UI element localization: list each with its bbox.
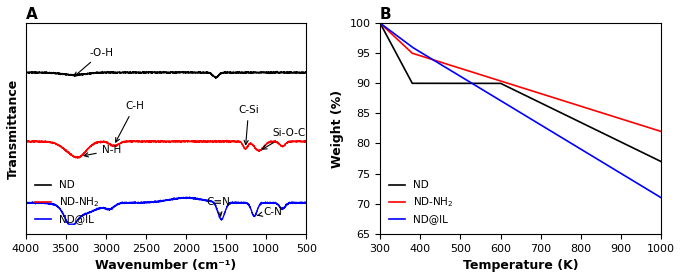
X-axis label: Temperature (K): Temperature (K)	[463, 259, 578, 272]
X-axis label: Wavenumber (cm⁻¹): Wavenumber (cm⁻¹)	[95, 259, 237, 272]
Text: -O-H: -O-H	[74, 48, 114, 76]
Text: C-H: C-H	[116, 101, 144, 142]
Y-axis label: Transmittance: Transmittance	[7, 78, 20, 179]
Y-axis label: Weight (%): Weight (%)	[331, 89, 344, 167]
Text: C≡N: C≡N	[206, 197, 230, 216]
Legend: ND, ND-NH$_2$, ND@IL: ND, ND-NH$_2$, ND@IL	[31, 176, 104, 229]
Text: N-H: N-H	[84, 145, 121, 157]
Text: Si-O-C: Si-O-C	[263, 128, 306, 149]
Legend: ND, ND-NH$_2$, ND@IL: ND, ND-NH$_2$, ND@IL	[385, 176, 458, 229]
Text: B: B	[380, 7, 391, 22]
Text: A: A	[25, 7, 38, 22]
Text: C-Si: C-Si	[238, 105, 259, 145]
Text: C-N: C-N	[258, 207, 282, 217]
